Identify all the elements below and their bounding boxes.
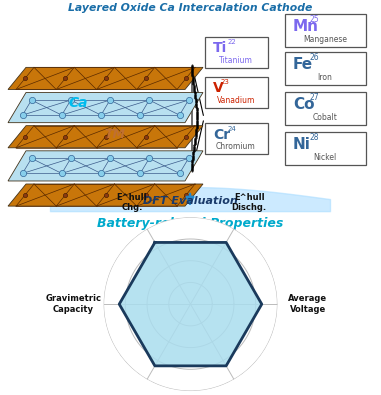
Text: Vanadium: Vanadium — [217, 96, 255, 105]
Polygon shape — [8, 151, 203, 181]
Text: 26: 26 — [309, 53, 319, 62]
Text: TM: TM — [104, 128, 125, 141]
FancyBboxPatch shape — [205, 77, 267, 108]
Text: Average
Voltage: Average Voltage — [288, 294, 327, 314]
Text: Gravimetric
Capacity: Gravimetric Capacity — [45, 294, 101, 314]
Polygon shape — [8, 184, 203, 206]
FancyBboxPatch shape — [285, 13, 365, 47]
Text: Ti: Ti — [213, 41, 227, 55]
Text: Battery-related Properties: Battery-related Properties — [97, 217, 284, 230]
Text: Ca: Ca — [68, 96, 88, 109]
FancyBboxPatch shape — [285, 92, 365, 125]
Text: Titanium: Titanium — [219, 56, 253, 65]
Text: Co: Co — [293, 97, 314, 112]
Text: Fe: Fe — [293, 57, 313, 72]
Text: Chromium: Chromium — [216, 142, 256, 151]
Text: Layered Oxide Ca Intercalation Cathode: Layered Oxide Ca Intercalation Cathode — [68, 3, 312, 13]
Text: DFT Evaluation: DFT Evaluation — [142, 196, 237, 206]
Polygon shape — [8, 92, 203, 123]
FancyBboxPatch shape — [205, 37, 267, 68]
Polygon shape — [119, 243, 262, 366]
Text: 24: 24 — [228, 126, 237, 132]
Text: Nickel: Nickel — [314, 153, 337, 162]
Text: E^hull
Chg.: E^hull Chg. — [117, 193, 147, 212]
Text: E^hull
Dischg.: E^hull Dischg. — [232, 193, 267, 212]
FancyBboxPatch shape — [205, 123, 267, 154]
FancyBboxPatch shape — [285, 52, 365, 85]
Text: V: V — [213, 81, 224, 96]
Text: Mn: Mn — [293, 19, 319, 34]
Text: Cr: Cr — [213, 128, 230, 142]
Text: Iron: Iron — [317, 73, 333, 82]
Text: 22: 22 — [228, 39, 237, 45]
Text: 23: 23 — [221, 79, 229, 85]
Text: Ni: Ni — [293, 137, 311, 152]
FancyBboxPatch shape — [285, 132, 365, 166]
Text: 27: 27 — [309, 93, 319, 102]
Polygon shape — [8, 126, 203, 148]
Polygon shape — [8, 68, 203, 90]
Text: 28: 28 — [309, 133, 319, 142]
Text: Cobalt: Cobalt — [312, 113, 338, 122]
Text: 25: 25 — [309, 15, 319, 24]
Text: Manganese: Manganese — [303, 35, 347, 44]
